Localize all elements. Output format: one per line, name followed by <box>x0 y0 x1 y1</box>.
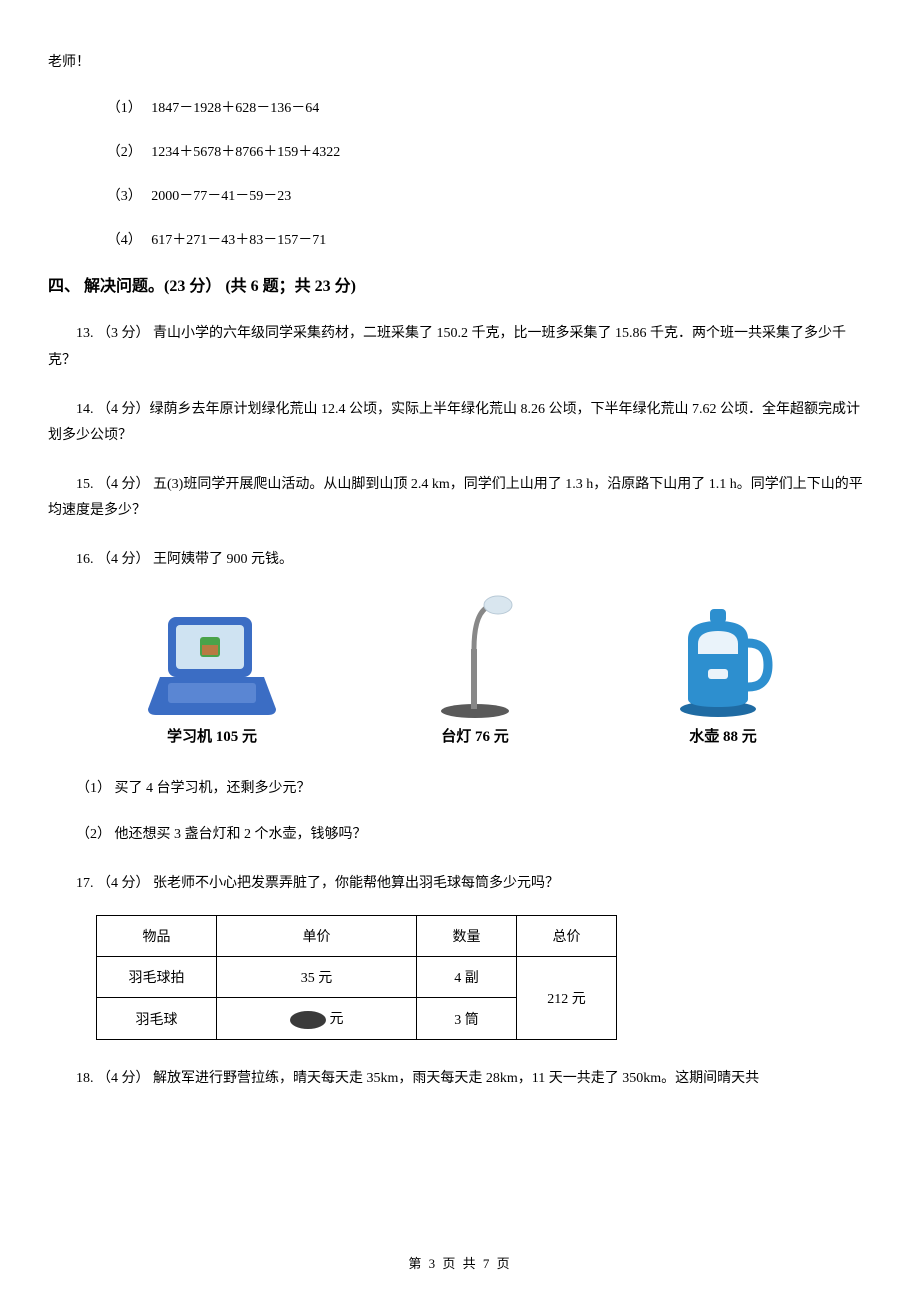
cell-qty: 3 筒 <box>417 998 517 1040</box>
cell-total: 212 元 <box>517 957 617 1040</box>
cell-qty: 4 副 <box>417 957 517 998</box>
th-item: 物品 <box>97 916 217 957</box>
equation-item: （3） 2000－77－41－59－23 <box>107 185 872 205</box>
cell-price: 35 元 <box>217 957 417 998</box>
eq-expression: 1234＋5678＋8766＋159＋4322 <box>151 145 340 160</box>
cell-item: 羽毛球 <box>97 998 217 1040</box>
th-qty: 数量 <box>417 916 517 957</box>
kettle-icon <box>668 599 778 719</box>
question-14: 14. （4 分）绿荫乡去年原计划绿化荒山 12.4 公顷，实际上半年绿化荒山 … <box>48 397 872 450</box>
eq-number: （4） <box>107 233 142 248</box>
equation-item: （2） 1234＋5678＋8766＋159＋4322 <box>107 141 872 161</box>
cell-item: 羽毛球拍 <box>97 957 217 998</box>
product-lamp: 台灯 76 元 <box>430 599 520 746</box>
product-learner-label: 学习机 105 元 <box>142 725 282 746</box>
eq-number: （2） <box>107 145 142 160</box>
cell-price-suffix: 元 <box>330 1012 344 1027</box>
product-kettle: 水壶 88 元 <box>668 599 778 746</box>
th-price: 单价 <box>217 916 417 957</box>
product-row: 学习机 105 元 台灯 76 元 水壶 88 元 <box>68 599 852 746</box>
cell-price-smudged: 元 <box>217 998 417 1040</box>
table-row: 羽毛球拍 35 元 4 副 212 元 <box>97 957 617 998</box>
section-title-4: 四、 解决问题。(23 分） (共 6 题；共 23 分) <box>48 273 872 302</box>
eq-expression: 2000－77－41－59－23 <box>151 189 291 204</box>
laptop-icon <box>142 609 282 719</box>
th-total: 总价 <box>517 916 617 957</box>
eq-number: （1） <box>107 101 142 116</box>
smudge-icon <box>290 1011 326 1029</box>
page-top-fragment: 老师！ <box>48 50 872 77</box>
equation-list: （1） 1847－1928＋628－136－64 （2） 1234＋5678＋8… <box>48 97 872 249</box>
product-lamp-label: 台灯 76 元 <box>430 725 520 746</box>
question-16-2: （2） 他还想买 3 盏台灯和 2 个水壶，钱够吗？ <box>48 822 872 849</box>
table-row-header: 物品 单价 数量 总价 <box>97 916 617 957</box>
eq-number: （3） <box>107 189 142 204</box>
product-kettle-label: 水壶 88 元 <box>668 725 778 746</box>
question-18: 18. （4 分） 解放军进行野营拉练，晴天每天走 35km，雨天每天走 28k… <box>48 1066 872 1093</box>
page-footer: 第 3 页 共 7 页 <box>0 1253 920 1272</box>
equation-item: （4） 617＋271－43＋83－157－71 <box>107 229 872 249</box>
eq-expression: 1847－1928＋628－136－64 <box>151 101 319 116</box>
question-13: 13. （3 分） 青山小学的六年级同学采集药材，二班采集了 150.2 千克，… <box>48 321 872 374</box>
product-learner: 学习机 105 元 <box>142 599 282 746</box>
question-16: 16. （4 分） 王阿姨带了 900 元钱。 <box>48 547 872 574</box>
eq-expression: 617＋271－43＋83－157－71 <box>151 233 326 248</box>
lamp-icon <box>430 589 520 719</box>
question-15: 15. （4 分） 五(3)班同学开展爬山活动。从山脚到山顶 2.4 km，同学… <box>48 472 872 525</box>
equation-item: （1） 1847－1928＋628－136－64 <box>107 97 872 117</box>
receipt-table: 物品 单价 数量 总价 羽毛球拍 35 元 4 副 212 元 羽毛球 元 3 … <box>96 915 617 1040</box>
question-17: 17. （4 分） 张老师不小心把发票弄脏了，你能帮他算出羽毛球每筒多少元吗？ <box>48 871 872 898</box>
question-16-1: （1） 买了 4 台学习机，还剩多少元？ <box>48 776 872 803</box>
